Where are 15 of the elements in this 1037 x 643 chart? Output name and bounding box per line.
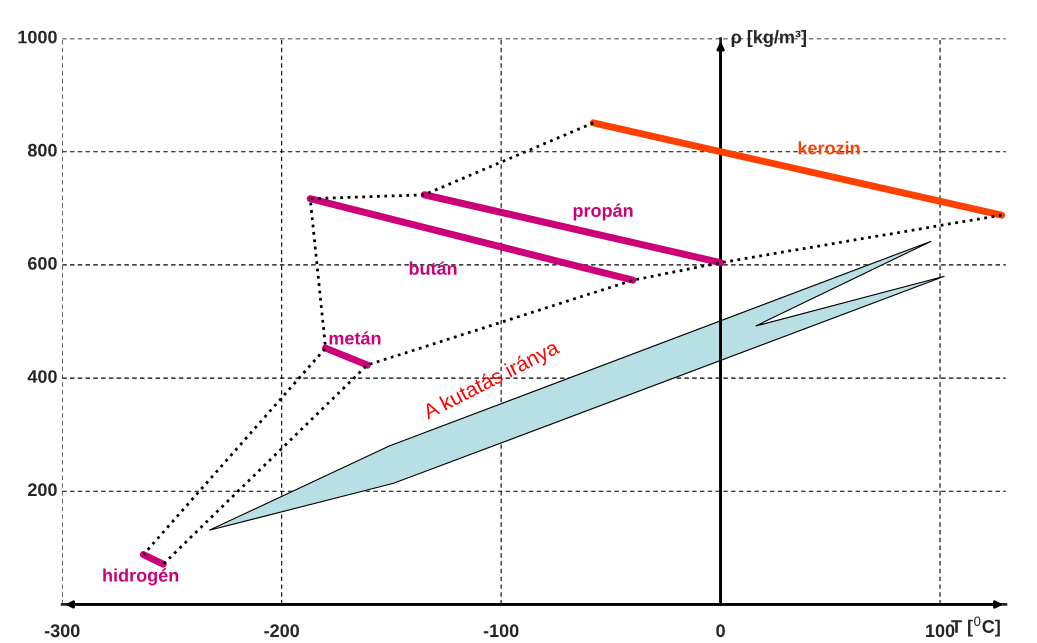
series-label: kerozin: [798, 141, 860, 155]
y-tick-label: 400: [27, 370, 57, 383]
x-tick-label: -300: [44, 624, 80, 638]
y-tick-label: 200: [28, 483, 57, 497]
series-label: metán: [329, 331, 381, 345]
series-label: propán: [573, 203, 633, 221]
x-tick-label: -100: [483, 624, 519, 638]
x-tick-label: -200: [264, 624, 300, 638]
y-tick-label: 800: [27, 143, 57, 157]
y-axis-title: ρ [kg/m³]: [731, 30, 806, 48]
y-tick-label: 600: [28, 256, 57, 270]
x-tick-label: 0: [716, 624, 725, 638]
y-tick-label: 1000: [18, 30, 57, 44]
series-label: bután: [409, 261, 457, 275]
series-label: hidrogén: [103, 568, 179, 586]
